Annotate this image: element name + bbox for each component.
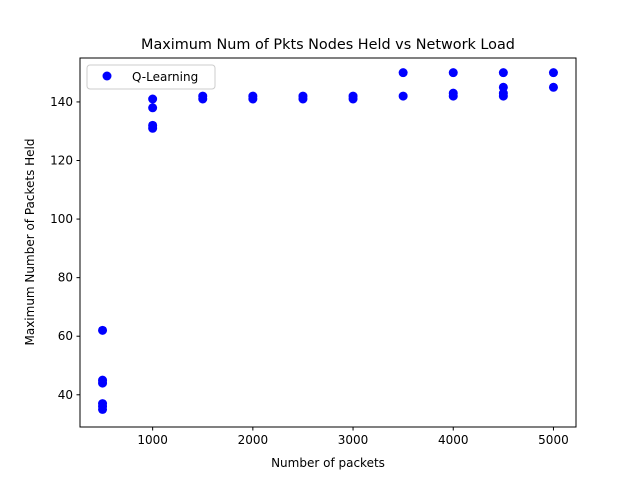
data-point: [498, 68, 508, 78]
y-tick-label: 100: [50, 212, 73, 226]
data-point: [348, 94, 358, 104]
legend-label-q-learning: Q-Learning: [132, 70, 198, 84]
data-point: [98, 378, 108, 388]
data-point: [98, 404, 108, 414]
legend: Q-Learning: [86, 64, 216, 90]
plot-frame: [79, 57, 577, 428]
data-point: [148, 123, 158, 133]
chart-title: Maximum Num of Pkts Nodes Held vs Networ…: [141, 37, 515, 53]
plot-area: 1000 2000 3000 4000 5000 40 60 80 100 120 140: [50, 68, 569, 447]
data-point: [248, 94, 258, 104]
x-tick-label: 5000: [538, 433, 569, 447]
data-point: [98, 325, 108, 335]
y-tick-label: 140: [50, 95, 73, 109]
legend-marker: [102, 71, 112, 81]
data-point: [548, 82, 558, 92]
legend-box: [86, 64, 216, 90]
y-tick-label: 80: [58, 271, 73, 285]
x-tick-label: 2000: [238, 433, 269, 447]
data-point: [198, 94, 208, 104]
y-axis-label: Maximum Number of Packets Held: [23, 138, 37, 345]
data-point: [148, 94, 158, 104]
data-point: [548, 68, 558, 78]
x-axis-label: Number of packets: [271, 456, 385, 470]
data-point: [298, 94, 308, 104]
x-tick-label: 3000: [338, 433, 369, 447]
data-point: [498, 91, 508, 101]
x-tick-label: 1000: [137, 433, 168, 447]
data-point: [448, 91, 458, 101]
y-tick-label: 40: [58, 388, 73, 402]
data-point: [148, 103, 158, 113]
data-point: [448, 68, 458, 78]
y-tick-label: 120: [50, 154, 73, 168]
data-point: [398, 91, 408, 101]
x-tick-label: 4000: [438, 433, 469, 447]
data-point: [398, 68, 408, 78]
y-tick-label: 60: [58, 329, 73, 343]
